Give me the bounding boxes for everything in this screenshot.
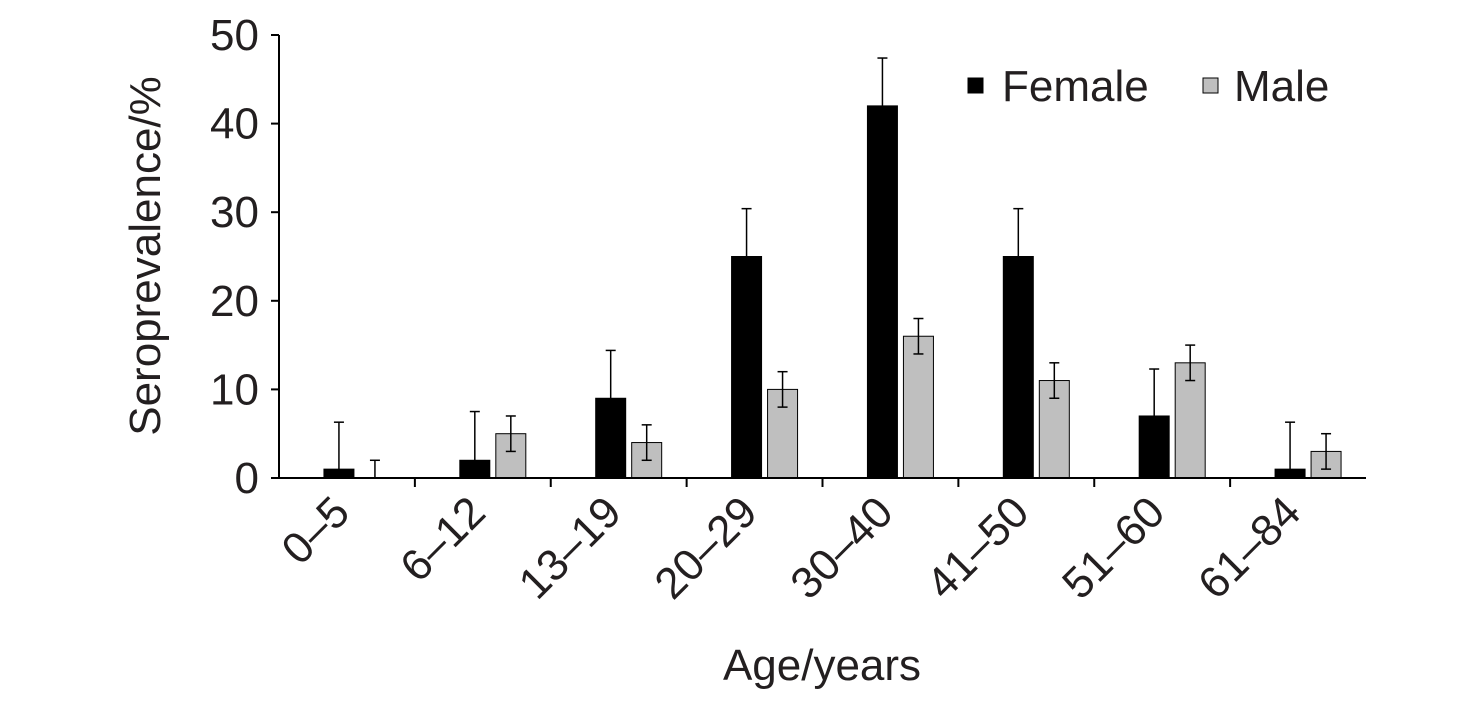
legend-swatch-male [1202,77,1219,94]
y-tick-label: 50 [210,11,259,60]
x-tick-label: 61–84 [1189,487,1310,608]
bar-male [902,335,934,479]
y-tick-label: 30 [210,188,259,237]
x-tick-label: 13–19 [510,487,631,608]
bar-female [459,459,491,479]
y-tick-label: 20 [210,277,259,326]
y-tick-label: 40 [210,100,259,149]
bar-female [323,468,355,479]
legend-label-male: Male [1234,62,1329,111]
bar-female [1002,256,1034,479]
legend-swatch-female [967,77,984,94]
x-tick-label: 41–50 [917,487,1038,608]
y-tick-label: 0 [235,454,259,503]
bar-female [595,397,627,479]
error-bars-layer [333,57,1332,478]
bar-female [1138,415,1170,479]
bar-male [1038,380,1070,479]
y-ticks: 0 10 20 30 40 50 [210,11,279,503]
x-tick-label: 6–12 [391,487,495,591]
y-axis-label: Seroprevalence/% [121,76,170,436]
legend: Female Male [967,62,1329,111]
x-axis-label: Age/years [723,641,921,690]
x-tick-label: 20–29 [645,487,766,608]
x-tick-label: 30–40 [781,487,902,608]
bar-female [731,256,763,479]
legend-label-female: Female [1002,62,1149,111]
y-tick-label: 10 [210,365,259,414]
bar-female [866,105,898,479]
bar-female [1274,468,1306,479]
x-tick-label: 0–5 [272,487,359,574]
x-ticks: 0–5 6–12 13–19 20–29 30–40 41–50 51–60 61–84 [272,478,1310,609]
x-tick-label: 51–60 [1053,487,1174,608]
bars-layer [323,105,1342,479]
